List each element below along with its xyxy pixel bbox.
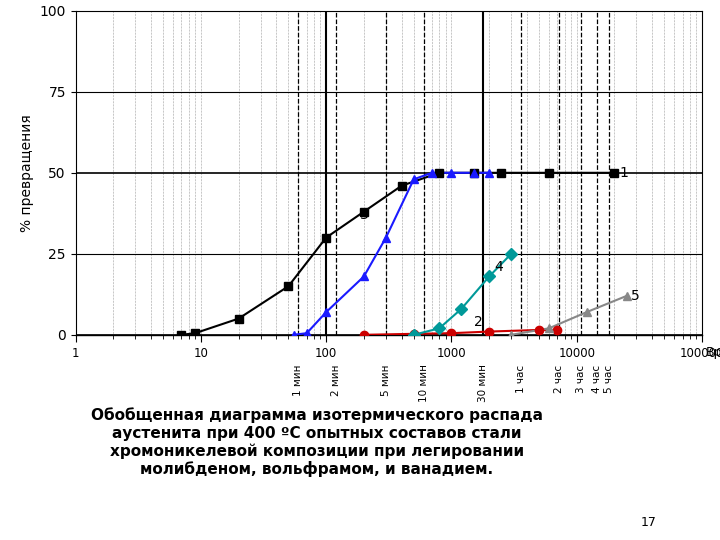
Text: 17: 17: [641, 516, 657, 529]
Text: 30 мин: 30 мин: [478, 364, 488, 402]
Text: 2 мин: 2 мин: [331, 364, 341, 396]
Text: 1 час: 1 час: [516, 364, 526, 393]
Text: 2 час: 2 час: [554, 364, 564, 393]
Text: 5 мин: 5 мин: [381, 364, 391, 396]
Text: 1 мин: 1 мин: [293, 364, 303, 396]
Text: 4: 4: [495, 260, 503, 274]
Text: 5: 5: [631, 289, 639, 303]
Text: 5 час: 5 час: [603, 364, 613, 393]
Y-axis label: % превращения: % превращения: [20, 114, 34, 232]
Text: 3 час: 3 час: [576, 364, 586, 393]
Text: 10 мин: 10 мин: [418, 364, 428, 402]
Text: 4 час: 4 час: [592, 364, 601, 393]
Text: Обобщенная диаграмма изотермического распада
аустенита при 400 ºС опытных состав: Обобщенная диаграмма изотермического рас…: [91, 408, 543, 477]
Text: 3: 3: [359, 208, 369, 222]
Text: 1: 1: [620, 166, 629, 180]
Text: 2: 2: [474, 315, 482, 329]
Text: Время: Время: [706, 346, 720, 359]
